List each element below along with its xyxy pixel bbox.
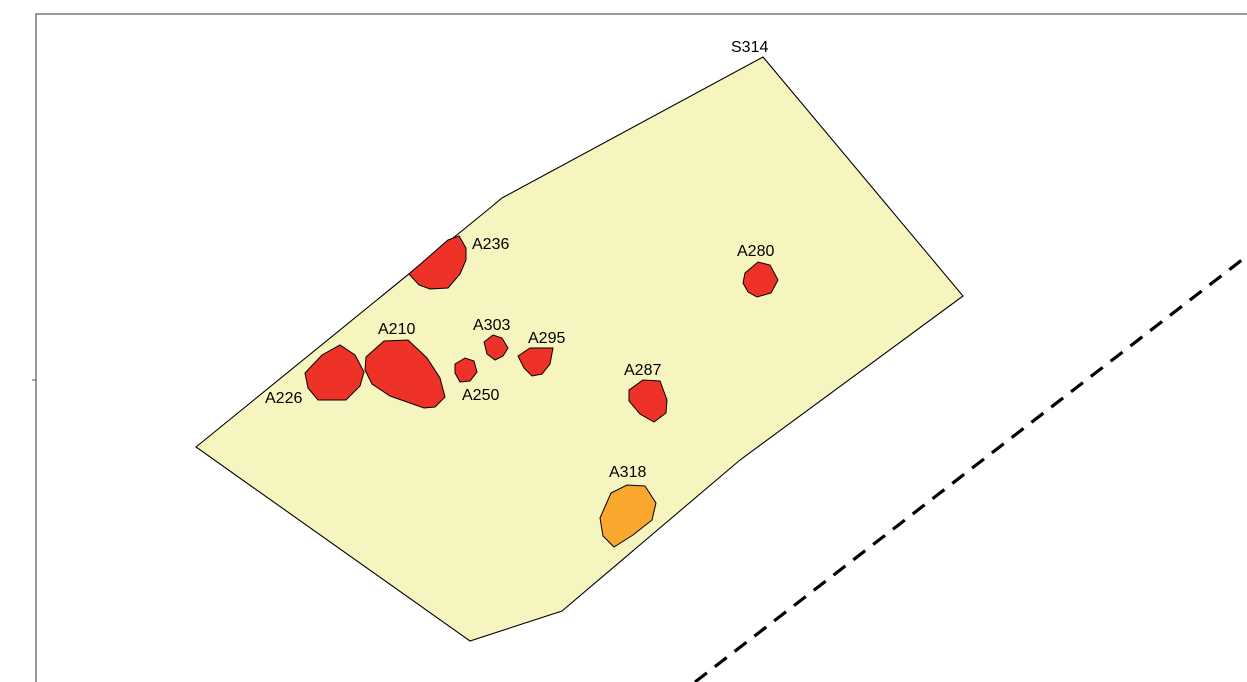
feature-a303 <box>483 334 509 361</box>
feature-a295 <box>517 347 554 377</box>
feature-a210 <box>364 339 446 409</box>
feature-label-a318: A318 <box>609 464 646 481</box>
feature-a236 <box>408 235 467 290</box>
feature-a250 <box>454 357 478 383</box>
feature-a226 <box>304 344 365 401</box>
feature-label-a210: A210 <box>378 321 415 338</box>
trench-label-s314: S314 <box>731 39 768 56</box>
feature-label-a295: A295 <box>528 330 565 347</box>
feature-label-a303: A303 <box>473 317 510 334</box>
feature-a280 <box>742 261 779 298</box>
feature-label-a287: A287 <box>624 362 661 379</box>
trench-outline-s314 <box>195 56 964 642</box>
feature-label-a250: A250 <box>462 387 499 404</box>
feature-a287 <box>628 379 668 423</box>
dashed-boundary-line <box>694 254 1247 682</box>
feature-label-a280: A280 <box>737 243 774 260</box>
feature-label-a236: A236 <box>472 236 509 253</box>
feature-a318 <box>599 484 657 548</box>
feature-label-a226: A226 <box>265 390 302 407</box>
